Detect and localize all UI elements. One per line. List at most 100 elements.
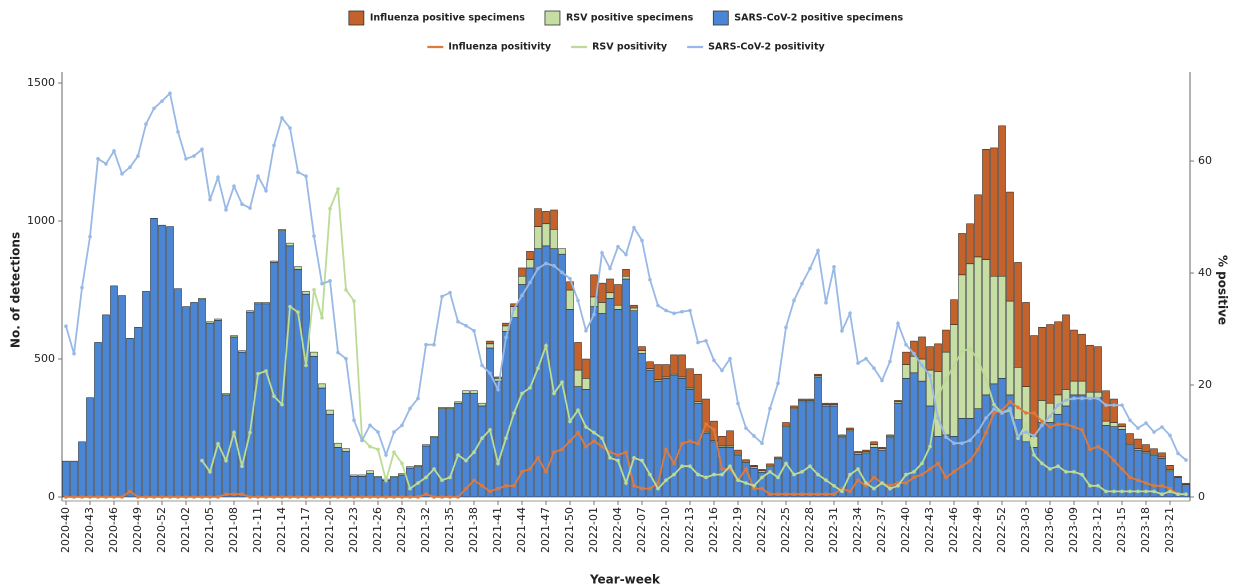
line-marker xyxy=(1096,396,1100,401)
line-marker xyxy=(136,495,140,499)
bar-segment xyxy=(822,402,830,405)
line-marker xyxy=(496,461,500,466)
line-marker xyxy=(112,149,116,153)
line-marker xyxy=(1112,458,1116,463)
line-marker xyxy=(1120,403,1124,407)
bar-segment xyxy=(486,340,494,345)
line-marker xyxy=(472,328,476,333)
legend-item: SARS-CoV-2 positive specimens xyxy=(712,10,903,26)
line-marker xyxy=(504,484,508,488)
bar-segment xyxy=(414,465,422,467)
legend-swatch xyxy=(348,10,365,26)
line-marker xyxy=(464,458,468,463)
bar-segment xyxy=(126,338,134,498)
line-marker xyxy=(256,174,260,178)
bar-segment xyxy=(846,427,854,430)
line-marker xyxy=(1016,405,1020,410)
x-tick-label: 2021-26 xyxy=(371,507,384,553)
bar-segment xyxy=(982,394,990,498)
line-marker xyxy=(976,447,980,452)
line-marker xyxy=(408,495,412,499)
line-marker xyxy=(296,310,300,315)
line-marker xyxy=(320,281,324,286)
bar-segment xyxy=(958,274,966,419)
line-marker xyxy=(544,470,548,474)
line-marker xyxy=(448,475,452,480)
line-marker xyxy=(240,492,244,497)
x-tick-label: 2023-15 xyxy=(1115,507,1128,553)
bar-segment xyxy=(870,444,878,448)
bar-segment xyxy=(142,291,150,498)
bar-segment xyxy=(398,474,406,498)
line-marker xyxy=(856,478,860,483)
bar-segment xyxy=(886,434,894,437)
line-marker xyxy=(760,486,764,491)
line-marker xyxy=(560,447,564,452)
line-marker xyxy=(1136,478,1140,483)
line-marker xyxy=(872,486,876,491)
bar-segment xyxy=(686,368,694,389)
line-marker xyxy=(752,484,756,488)
bar-segment xyxy=(110,285,118,498)
line-marker xyxy=(624,450,628,455)
line-marker xyxy=(512,484,516,488)
x-tick-label: 2022-04 xyxy=(611,507,624,553)
x-tick-label: 2021-35 xyxy=(443,507,456,553)
line-marker xyxy=(616,453,620,457)
line-marker xyxy=(336,495,340,499)
y2-axis-title: % positive xyxy=(1216,255,1230,325)
bar-segment xyxy=(694,373,702,403)
bar-segment xyxy=(294,269,302,498)
bar-segment xyxy=(1014,262,1022,368)
bar-segment xyxy=(518,275,526,285)
x-tick-label: 2021-17 xyxy=(299,507,312,553)
x-tick-label: 2022-07 xyxy=(635,507,648,553)
line-marker xyxy=(232,492,236,497)
line-marker xyxy=(576,430,580,435)
bar-segment xyxy=(214,318,222,321)
line-marker xyxy=(440,478,444,483)
bar-segment xyxy=(630,304,638,309)
line-marker xyxy=(1080,396,1084,401)
bar-segment xyxy=(1102,420,1110,426)
line-marker xyxy=(424,342,428,347)
bar-segment xyxy=(158,224,166,498)
line-marker xyxy=(912,470,916,474)
line-marker xyxy=(368,444,372,449)
x-tick-label: 2022-37 xyxy=(875,507,888,553)
line-marker xyxy=(1096,444,1100,449)
line-marker xyxy=(1136,426,1140,430)
bar-segment xyxy=(598,302,606,314)
legend-item: Influenza positivity xyxy=(427,42,552,53)
line-marker xyxy=(152,106,156,111)
line-marker xyxy=(768,470,772,474)
line-marker xyxy=(288,126,292,130)
line-marker xyxy=(336,187,340,191)
line-marker xyxy=(888,484,892,488)
line-marker xyxy=(920,363,924,368)
line-marker xyxy=(736,478,740,483)
x-tick-label: 2021-20 xyxy=(323,507,336,553)
bar-segment xyxy=(606,298,614,498)
bar-segment xyxy=(390,477,398,498)
line-marker xyxy=(848,472,852,477)
line-marker xyxy=(1072,425,1076,429)
line-marker xyxy=(776,475,780,480)
line-marker xyxy=(392,495,396,499)
bar-segment xyxy=(830,402,838,405)
bar-segment xyxy=(422,445,430,498)
bar-segment xyxy=(726,430,734,447)
bar-segment xyxy=(990,147,998,277)
line-marker xyxy=(664,308,668,313)
line-marker xyxy=(1048,467,1052,471)
line-marker xyxy=(720,368,724,373)
line-marker xyxy=(136,154,140,158)
line-marker xyxy=(288,495,292,499)
line-marker xyxy=(424,492,428,497)
line-marker xyxy=(96,156,100,161)
line-marker xyxy=(168,91,172,96)
x-tick-label: 2021-11 xyxy=(251,507,264,553)
line-marker xyxy=(800,470,804,474)
bar-segment xyxy=(670,375,678,498)
